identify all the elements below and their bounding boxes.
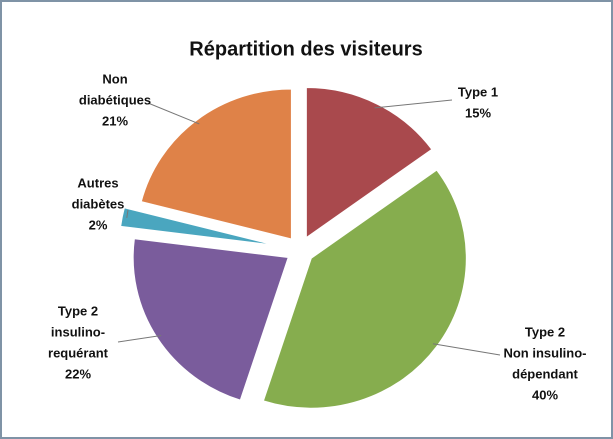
- slice-value-label: 40%: [532, 387, 558, 402]
- pie-slice: [305, 87, 433, 239]
- slice-label: dépendant: [512, 366, 578, 381]
- slice-label: Type 2: [58, 303, 98, 318]
- slice-label: diabètes: [72, 196, 125, 211]
- slice-label: requérant: [48, 345, 109, 360]
- slice-label: Non insulino-: [503, 345, 586, 360]
- slice-value-label: 2%: [89, 217, 108, 232]
- pie-slice: [140, 88, 292, 240]
- leader-line: [117, 334, 162, 343]
- pie-slice: [262, 169, 467, 409]
- slice-value-label: 21%: [102, 113, 128, 128]
- slice-label: diabétiques: [79, 92, 151, 107]
- leader-line: [432, 343, 501, 356]
- leader-line: [126, 209, 129, 218]
- slice-label: Type 1: [458, 84, 498, 99]
- slice-label: Non: [102, 71, 127, 86]
- leader-line: [374, 99, 453, 109]
- pie-slice: [132, 238, 289, 401]
- slice-value-label: 15%: [465, 105, 491, 120]
- pie-slice: [120, 207, 275, 246]
- chart-title: Répartition des visiteurs: [189, 38, 422, 60]
- slice-label: insulino-: [51, 324, 105, 339]
- slice-label: Type 2: [525, 324, 565, 339]
- leader-line: [147, 102, 200, 125]
- slice-value-label: 22%: [65, 366, 91, 381]
- slice-label: Autres: [77, 175, 118, 190]
